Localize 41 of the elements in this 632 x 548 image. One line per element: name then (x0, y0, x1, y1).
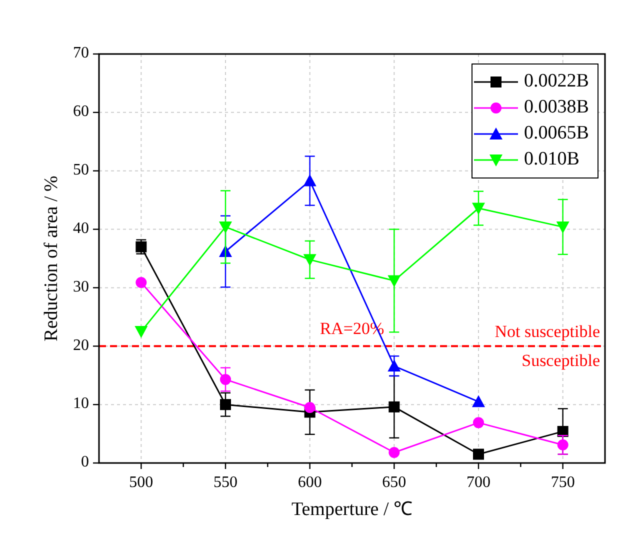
point (220, 374, 231, 385)
point (134, 326, 148, 338)
annotation: Susceptible (522, 351, 600, 370)
point (473, 417, 484, 428)
point (473, 448, 484, 460)
x-axis-title: Temperture / ℃ (291, 499, 413, 520)
x-tick-label: 700 (466, 474, 490, 491)
point (304, 402, 316, 413)
point (388, 401, 400, 412)
annotation: Not susceptible (494, 322, 600, 342)
y-tick-label: 70 (73, 44, 89, 62)
point (388, 275, 401, 288)
y-tick-label: 50 (73, 162, 89, 179)
y-tick-label: 10 (73, 395, 89, 412)
point (220, 399, 231, 410)
x-tick-label: 600 (298, 474, 322, 491)
y-tick-label: 40 (73, 220, 89, 237)
point (557, 426, 568, 437)
x-tick-label: 550 (214, 474, 238, 491)
legend-label: 0.010B (524, 148, 580, 170)
legend-label: 0.0022B (524, 70, 589, 92)
y-tick-label: 20 (73, 336, 89, 354)
point (219, 221, 232, 234)
point (303, 174, 316, 186)
legend-label: 0.0038B (524, 96, 589, 118)
y-axis-title: Reduction of area / % (41, 176, 62, 342)
point (557, 439, 568, 450)
x-tick-label: 750 (550, 474, 575, 491)
y-tick-label: 0 (81, 454, 89, 471)
point (472, 202, 485, 215)
y-tick-label: 60 (73, 103, 89, 120)
y-tick-label: 30 (73, 278, 89, 296)
point (556, 221, 570, 234)
point (472, 395, 485, 408)
x-tick-label: 500 (129, 474, 154, 491)
point (136, 276, 147, 288)
point (388, 360, 401, 372)
x-tick-label: 650 (382, 474, 406, 491)
point (303, 254, 316, 266)
point (388, 446, 400, 458)
legend-label: 0.0065B (524, 122, 589, 144)
